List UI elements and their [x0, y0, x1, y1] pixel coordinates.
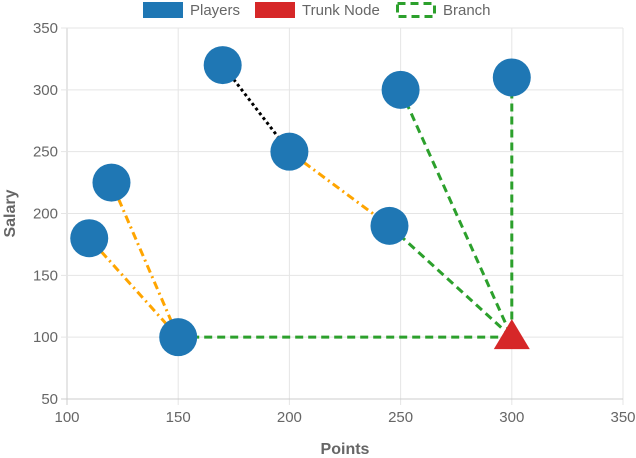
branch-edges — [88, 64, 514, 339]
player-point — [70, 219, 109, 258]
y-tick-label: 150 — [33, 267, 58, 284]
x-tick-label: 200 — [277, 409, 302, 426]
player-point — [203, 46, 242, 85]
legend-swatch-branch — [396, 2, 436, 18]
y-tick-label: 100 — [33, 329, 58, 346]
branch-edge — [399, 89, 514, 338]
x-tick-label: 100 — [54, 409, 79, 426]
y-tick-label: 300 — [33, 82, 58, 99]
branch-edge — [88, 237, 180, 339]
x-tick-label: 250 — [388, 409, 413, 426]
legend-label: Branch — [443, 2, 491, 19]
legend-swatch — [255, 2, 295, 18]
legend-label: Players — [190, 2, 240, 19]
trunk-node-point — [493, 319, 530, 350]
markers — [70, 46, 531, 357]
legend-swatch — [143, 2, 183, 18]
player-point — [92, 163, 131, 202]
y-tick-label: 250 — [33, 144, 58, 161]
y-tick-label: 350 — [33, 20, 58, 37]
x-tick-label: 350 — [610, 409, 635, 426]
player-point — [381, 70, 420, 109]
legend: Players Trunk Node Branch — [143, 2, 491, 19]
branch-edge — [110, 181, 180, 338]
y-tick-label: 200 — [33, 206, 58, 223]
grid — [61, 27, 624, 405]
player-point — [492, 58, 531, 97]
y-axis-title: Salary — [2, 189, 19, 237]
branch-edge — [388, 224, 513, 339]
player-point — [159, 318, 198, 357]
branch-edge — [288, 150, 391, 228]
player-point — [370, 206, 409, 245]
x-tick-label: 150 — [166, 409, 191, 426]
x-axis-title: Points — [321, 441, 370, 458]
y-tick-label: 50 — [41, 391, 58, 408]
legend-label: Trunk Node — [302, 2, 380, 19]
x-tick-label: 300 — [499, 409, 524, 426]
player-point — [270, 132, 309, 171]
